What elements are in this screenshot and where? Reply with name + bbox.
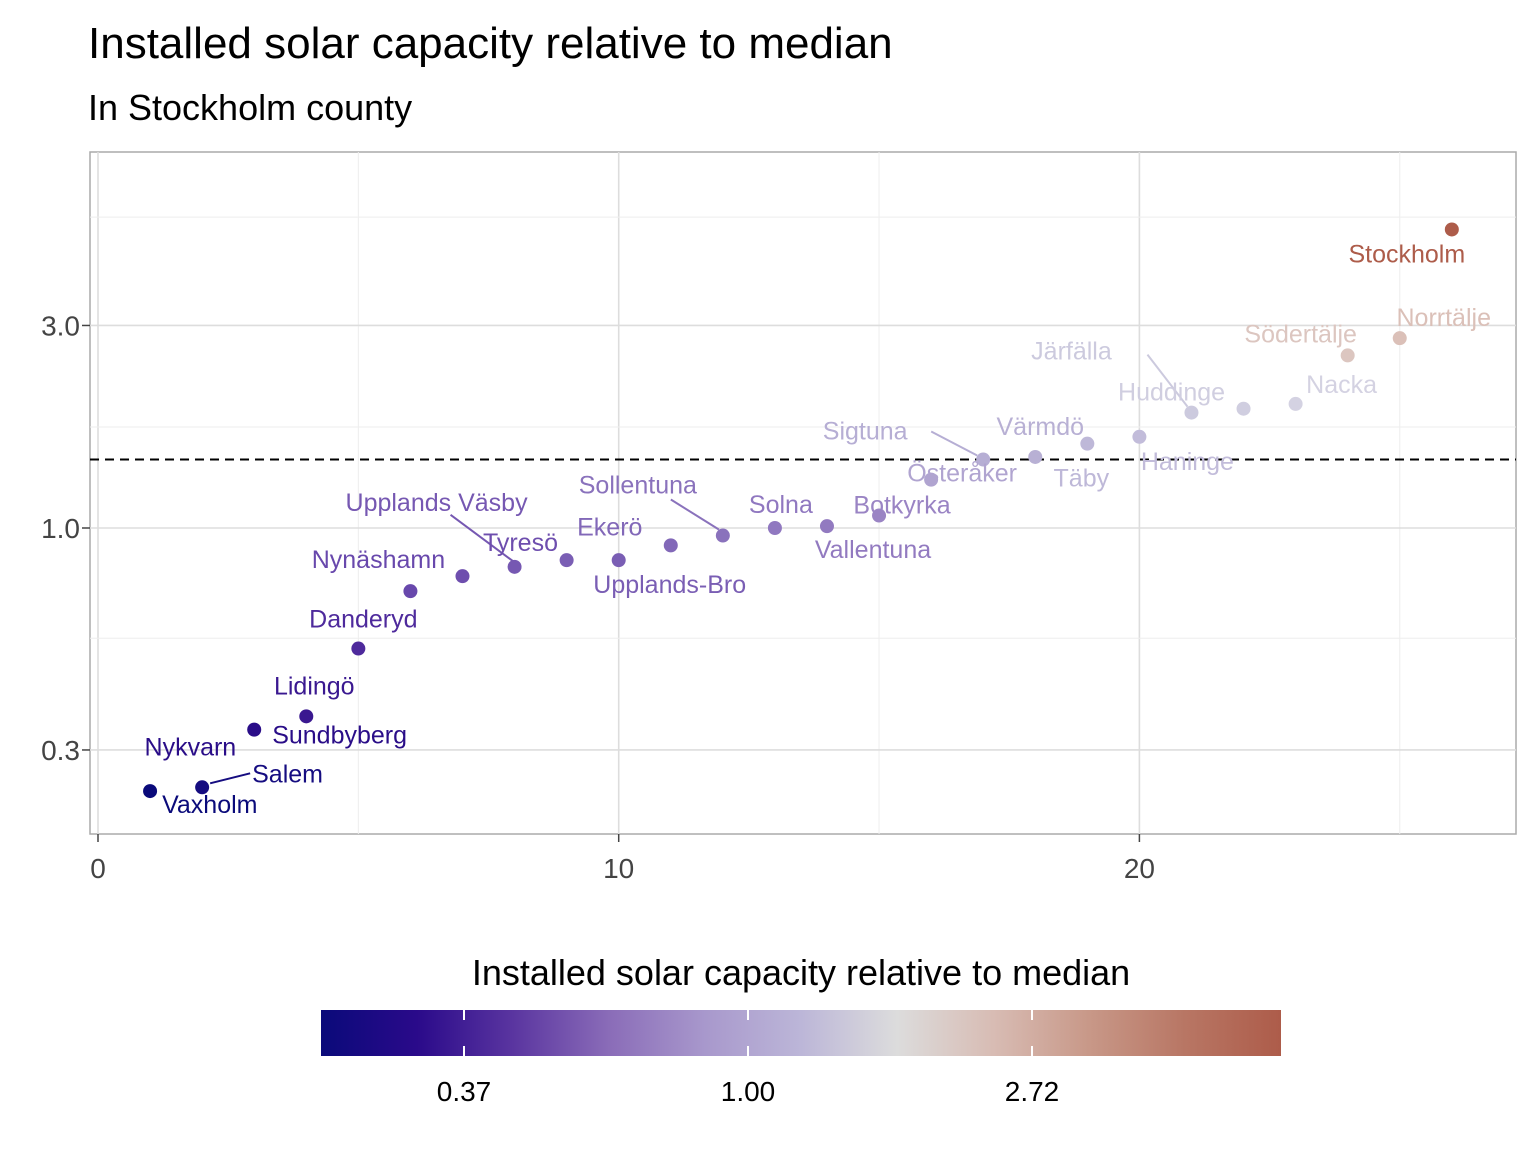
data-point: [924, 472, 939, 487]
data-point: [1132, 429, 1147, 444]
label-leader: [449, 514, 514, 562]
data-point: [403, 584, 418, 599]
point-label: Upplands-Bro: [593, 571, 746, 599]
data-point: [143, 784, 158, 799]
point-label: Vallentuna: [815, 536, 931, 564]
x-tick-label: 0: [90, 853, 106, 884]
point-label: Norrtälje: [1397, 304, 1491, 332]
point-label: Haninge: [1141, 448, 1234, 476]
data-point: [767, 521, 782, 535]
data-points: [143, 222, 1459, 799]
point-label: Lidingö: [274, 672, 355, 700]
data-point: [1392, 331, 1407, 346]
data-point: [1184, 405, 1199, 420]
y-tick-label: 1.0: [41, 513, 80, 544]
data-point: [715, 528, 730, 543]
chart-subtitle: In Stockholm county: [88, 87, 412, 128]
label-leader-lines: [209, 353, 1189, 785]
point-label: Ekerö: [577, 513, 642, 541]
data-point: [559, 553, 574, 568]
legend-ticks: 0.37 1.00 2.72: [437, 1010, 1060, 1107]
grid-lines: [90, 152, 1516, 834]
data-point: [1340, 348, 1355, 363]
x-tick-label: 20: [1124, 853, 1155, 884]
point-label: Salem: [252, 760, 323, 788]
point-label: Stockholm: [1348, 240, 1465, 268]
point-label: Täby: [1054, 465, 1110, 493]
point-label: Österåker: [907, 460, 1017, 488]
data-point: [663, 538, 678, 553]
point-label: Sundbyberg: [272, 722, 407, 750]
plot-panel: [89, 151, 1517, 835]
point-label: Huddinge: [1118, 379, 1225, 407]
label-leader: [209, 772, 251, 785]
point-label: Södertälje: [1244, 320, 1357, 348]
x-tick-label: 10: [603, 853, 634, 884]
data-point: [247, 722, 262, 737]
data-point: [1028, 449, 1043, 464]
data-point: [299, 709, 314, 724]
point-label: Vaxholm: [162, 791, 257, 819]
data-point: [611, 553, 626, 568]
point-label: Botkyrka: [853, 492, 950, 520]
y-tick-label: 3.0: [41, 310, 80, 341]
data-point: [1444, 222, 1459, 237]
data-point: [351, 641, 366, 656]
point-label: Danderyd: [309, 606, 417, 634]
data-point: [819, 519, 834, 534]
legend-tick-label: 1.00: [721, 1076, 776, 1107]
point-label: Tyresö: [483, 529, 558, 557]
label-leader: [930, 430, 978, 457]
point-label: Sollentuna: [579, 472, 697, 500]
point-label: Nynäshamn: [312, 546, 445, 574]
point-label: Solna: [749, 491, 813, 519]
point-label: Nykvarn: [145, 734, 237, 762]
data-point: [976, 452, 991, 467]
y-tick-label: 0.3: [41, 735, 80, 766]
data-point: [507, 559, 522, 574]
data-point: [455, 569, 470, 584]
label-leader: [670, 498, 720, 531]
x-axis-ticks: 0 10 20: [90, 834, 1155, 884]
data-point: [1236, 401, 1251, 416]
legend-title: Installed solar capacity relative to med…: [472, 952, 1130, 993]
point-label: Upplands Väsby: [346, 489, 529, 517]
data-point: [1288, 396, 1303, 411]
label-leader: [1146, 353, 1189, 408]
y-axis-ticks: 0.3 1.0 3.0: [41, 310, 90, 766]
point-label: Nacka: [1306, 371, 1377, 399]
point-labels: Vaxholm Salem Nykvarn Sundbyberg Lidingö Dand…: [145, 240, 1491, 819]
point-label: Värmdö: [996, 413, 1084, 441]
data-point: [872, 508, 887, 523]
data-point: [195, 780, 210, 795]
data-point: [1080, 436, 1095, 451]
legend-colorbar: [321, 1010, 1281, 1056]
chart-title: Installed solar capacity relative to med…: [88, 19, 893, 68]
point-label: Sigtuna: [823, 417, 908, 445]
legend-tick-label: 2.72: [1005, 1076, 1060, 1107]
point-label: Järfälla: [1031, 338, 1112, 366]
legend-tick-label: 0.37: [437, 1076, 492, 1107]
